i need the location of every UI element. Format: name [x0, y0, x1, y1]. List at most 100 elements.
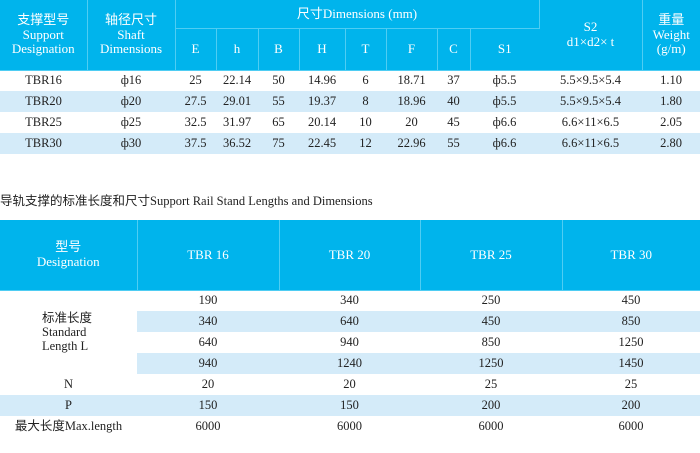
table-cell: 150: [279, 395, 420, 416]
table-row: N 20 20 25 25: [0, 374, 700, 395]
table-cell: TBR30: [0, 133, 87, 154]
table-cell: 18.71: [397, 72, 426, 87]
header-s1: S1: [470, 28, 539, 71]
table-cell: 940: [137, 353, 279, 374]
header-weight: 重量 Weight (g/m): [642, 0, 700, 71]
table-cell: 32.5: [184, 114, 207, 129]
header-shaft-dimensions: 轴径尺寸 Shaft Dimensions: [87, 0, 176, 71]
table-cell: 12: [345, 133, 386, 154]
table-cell: 450: [420, 311, 562, 332]
header-model: TBR 16: [137, 220, 280, 291]
table-cell: 18.96: [386, 91, 437, 112]
table-row: TBR20 ф20 27.5 29.01 55 19.37 8 18.96 40 ф5.5 5.5×…: [0, 91, 700, 112]
table-cell: 36.52: [216, 133, 258, 154]
table-cell: 6000: [337, 418, 362, 433]
header-s2: S2 d1×d2× t: [539, 0, 643, 71]
table-row: 标准长度 Standard Length L 190 340 250 450: [0, 290, 700, 374]
table-cell: 55: [258, 91, 299, 112]
table-cell: 22.14: [222, 72, 252, 87]
table-cell: 25: [624, 376, 638, 391]
table-cell: 75: [258, 133, 299, 154]
table-cell: 14.96: [307, 72, 337, 87]
table-cell: ф20: [87, 91, 175, 112]
table-cell: 25: [484, 376, 498, 391]
table-cell: 22.96: [386, 133, 437, 154]
table-cell: 850: [562, 311, 700, 332]
table-cell: 2.05: [660, 114, 682, 129]
table-cell: 22.45: [299, 133, 345, 154]
p-label: P: [0, 395, 137, 416]
header-f: F: [386, 28, 438, 71]
n-label: N: [63, 376, 74, 391]
lengths-table: 型号 Designation TBR 16 TBR 20 TBR 25 TBR 30 标…: [0, 220, 700, 437]
table-cell: 5.5×9.5×5.4: [539, 91, 642, 112]
table-cell: 50: [272, 72, 285, 87]
table-row: TBR16 ф16 25 22.14 50 14.96 6 18.71 37 ф5.5 5.5×9.…: [0, 70, 700, 91]
table-cell: 640: [279, 311, 420, 332]
table-row: TBR25 ф25 32.5 31.97 65 20.14 10 20 45 ф6.6 6.6×11…: [0, 112, 700, 133]
header-h: H: [299, 28, 346, 71]
table-cell: 450: [621, 292, 641, 307]
table-cell: 20.14: [307, 114, 337, 129]
table-row: 340 640 450 850: [0, 311, 700, 332]
table-cell: 1240: [279, 353, 420, 374]
table-cell: 340: [340, 292, 359, 307]
table-cell: ф16: [120, 72, 142, 87]
header-c: C: [437, 28, 471, 71]
table-cell: 8: [345, 91, 386, 112]
table-cell: 27.5: [175, 91, 216, 112]
header-b: B: [258, 28, 300, 71]
table-cell: 25: [189, 72, 202, 87]
section-title: 导轨支撑的标准长度和尺寸Support Rail Stand Lengths a…: [0, 194, 373, 208]
table-cell: 29.01: [216, 91, 258, 112]
table-cell: 6000: [478, 418, 504, 433]
table-cell: 1.10: [660, 72, 682, 87]
table-cell: 10: [359, 114, 372, 129]
table-cell: 55: [437, 133, 470, 154]
table-cell: 20: [405, 114, 418, 129]
table-cell: TBR25: [25, 114, 62, 129]
standard-length-label: 标准长度 Standard Length L: [0, 290, 137, 374]
table-cell: 6000: [195, 418, 221, 433]
header-model: TBR 25: [420, 220, 563, 291]
table-row: 最大长度Max.length 6000 6000 6000 6000: [0, 416, 700, 437]
table-cell: 1.80: [642, 91, 700, 112]
table-row: 640 940 850 1250: [0, 332, 700, 353]
table-cell: 65: [272, 114, 285, 129]
header-support-designation: 支撑型号 Support Designation: [0, 0, 88, 71]
table-cell: 6000: [618, 418, 644, 433]
table-cell: 1450: [562, 353, 700, 374]
table-cell: TBR16: [25, 72, 62, 87]
table-row: P 150 150 200 200: [0, 395, 700, 416]
header-dimensions: 尺寸Dimensions (mm): [175, 0, 540, 29]
table-cell: ф6.6: [492, 114, 517, 129]
table-row: TBR30 ф30 37.5 36.52 75 22.45 12 22.96 55 ф6.6 6.6…: [0, 133, 700, 154]
table-cell: 2.80: [642, 133, 700, 154]
header-h: h: [216, 28, 259, 71]
table-cell: 640: [198, 334, 218, 349]
table-cell: ф5.5: [492, 72, 517, 87]
dimensions-table: 支撑型号 Support Designation 轴径尺寸 Shaft Dimensio…: [0, 0, 700, 154]
table-cell: 250: [481, 292, 501, 307]
header-e: E: [175, 28, 217, 71]
table-cell: 340: [137, 311, 279, 332]
table-cell: ф30: [87, 133, 175, 154]
table-cell: 200: [420, 395, 562, 416]
table-cell: 40: [437, 91, 470, 112]
table-cell: 850: [481, 334, 501, 349]
table-cell: 45: [447, 114, 460, 129]
table-cell: ф5.5: [470, 91, 539, 112]
table-cell: 940: [340, 334, 359, 349]
header-designation: 型号 Designation: [0, 220, 138, 291]
table-cell: 6.6×11×6.5: [561, 114, 620, 129]
header-t: T: [345, 28, 387, 71]
table-cell: 1250: [420, 353, 562, 374]
table-cell: 6: [362, 72, 369, 87]
table-cell: ф6.6: [470, 133, 539, 154]
table-cell: ф25: [120, 114, 142, 129]
table-cell: 1250: [618, 334, 644, 349]
table-cell: 150: [137, 395, 279, 416]
table-cell: 19.37: [299, 91, 345, 112]
table-cell: 6.6×11×6.5: [539, 133, 642, 154]
table-cell: 20: [201, 376, 215, 391]
